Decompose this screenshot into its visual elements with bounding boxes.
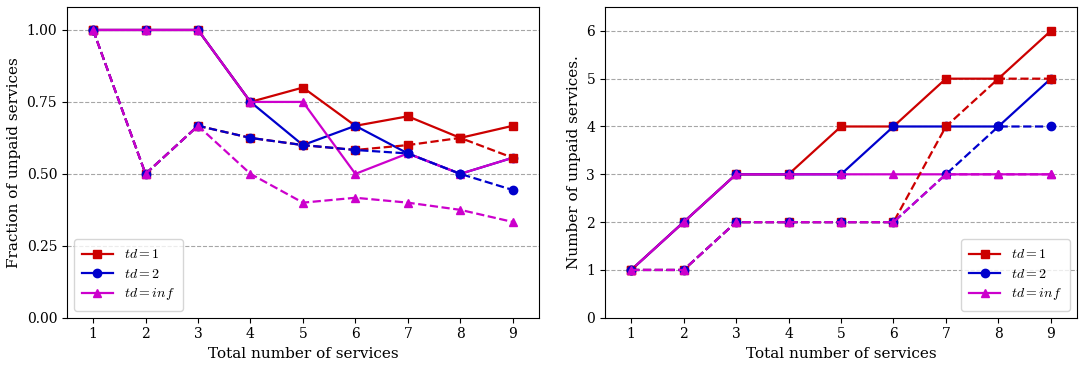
X-axis label: Total number of services: Total number of services [746, 347, 937, 361]
X-axis label: Total number of services: Total number of services [208, 347, 398, 361]
Y-axis label: Number of unpaid services.: Number of unpaid services. [567, 56, 581, 269]
Legend: $td=1$, $td=2$, $td=inf$: $td=1$, $td=2$, $td=inf$ [74, 239, 183, 311]
Legend: $td=1$, $td=2$, $td=inf$: $td=1$, $td=2$, $td=inf$ [962, 239, 1070, 311]
Y-axis label: Fraction of unpaid services: Fraction of unpaid services [7, 57, 21, 268]
